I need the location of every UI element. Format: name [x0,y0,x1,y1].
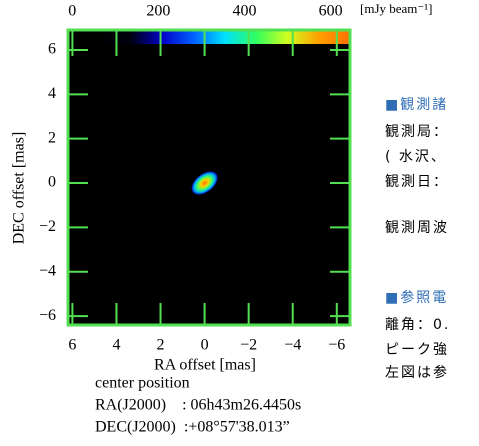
x-axis-label: RA offset [mas] [154,357,256,374]
x-tick-label: 2 [157,337,165,354]
heading: ■観測諸 [385,96,448,113]
colorbar-tick-label: 400 [233,3,257,20]
x-tick-label: −6 [328,337,345,354]
x-tick-label: −4 [284,337,301,354]
page: DEC offset [mas] RA offset [mas] [mJy be… [0,0,479,446]
x-tick-label: 0 [201,337,209,354]
side-text: 観測日： [385,173,449,190]
colorbar-tick-label: 600 [319,3,343,20]
y-tick-label: 6 [48,41,56,58]
y-tick-label: −2 [39,218,56,235]
y-tick-label: 0 [48,174,56,191]
heading: ■参照電 [385,289,448,306]
colorbar-tick-label: 200 [146,3,170,20]
chart: DEC offset [mas] RA offset [mas] [mJy be… [0,0,479,446]
colorbar-unit: [mJy beam⁻¹] [360,1,433,16]
side-text: ピーク強 [385,342,449,358]
x-tick-label: 6 [68,337,76,354]
y-tick-label: 4 [48,85,56,102]
side-text: ( 水沢、 [385,149,447,165]
side-text: 観測局： [385,123,449,140]
y-axis-label: DEC offset [mas] [11,132,28,245]
caption-ra: RA(J2000) : 06h43m26.4450s [95,397,301,414]
y-tick-label: −4 [39,262,56,279]
side-text: 左図は参 [385,364,449,381]
x-tick-label: −2 [240,337,257,354]
caption-title: center position [95,375,190,392]
y-tick-label: −6 [39,307,56,324]
x-tick-label: 4 [112,337,120,354]
colorbar [68,30,350,44]
y-tick-label: 2 [48,129,56,146]
colorbar-tick-label: 0 [68,3,76,20]
side-text: 観測周波 [385,219,449,236]
caption-dec: DEC(J2000) :+08°57'38.013” [95,419,290,436]
side-text: 離角：0. [385,316,450,333]
